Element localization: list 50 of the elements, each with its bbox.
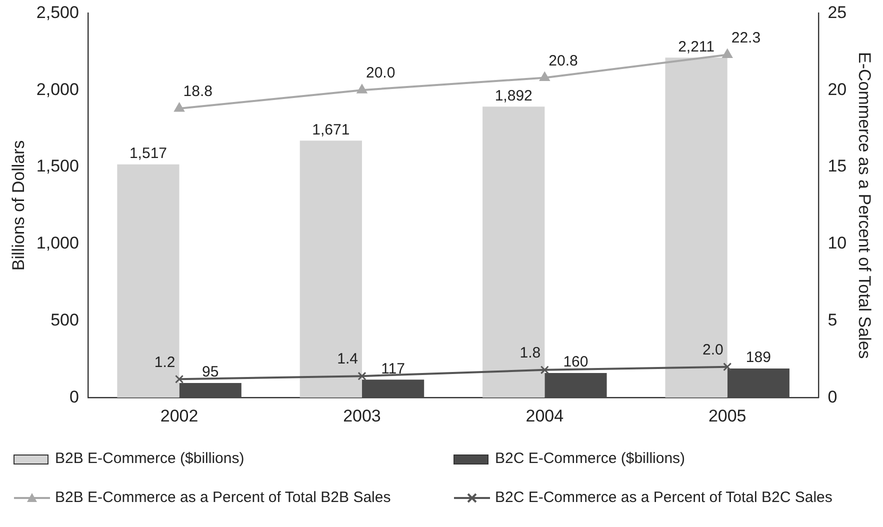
data-label: 95 <box>202 364 219 381</box>
x-tick-label: 2003 <box>343 406 381 426</box>
data-label: 22.3 <box>731 29 761 46</box>
bar <box>300 140 362 398</box>
data-label: 1.2 <box>154 354 176 371</box>
x-tick-label: 2002 <box>160 406 198 426</box>
point <box>358 372 366 380</box>
y2-tick-label: 0 <box>828 387 838 406</box>
y2-tick-label: 20 <box>828 80 847 99</box>
data-label: 1,671 <box>312 121 350 138</box>
data-label: 1,517 <box>129 144 167 162</box>
point <box>174 102 184 112</box>
legend-label: B2C E-Commerce ($billions) <box>495 450 686 467</box>
y-axis-title: Billions of Dollars <box>8 140 28 271</box>
point <box>723 362 732 372</box>
x-tick-label: 2004 <box>526 406 564 426</box>
y2-tick-label: 15 <box>828 156 847 176</box>
bar <box>665 58 728 398</box>
x-tick-label: 2005 <box>708 406 746 426</box>
y-tick-label: 500 <box>50 310 79 330</box>
data-label: 20.0 <box>366 64 396 82</box>
data-label: 2.0 <box>702 341 724 358</box>
y2-axis-title: E-Commerce as a Percent of Total Sales <box>855 52 874 359</box>
data-label: 2,211 <box>678 38 715 56</box>
data-label: 1,892 <box>494 87 532 104</box>
data-label: 1.8 <box>520 344 541 362</box>
data-label: 18.8 <box>183 83 212 100</box>
point <box>175 374 184 384</box>
y-tick-label: 2,000 <box>36 80 79 99</box>
legend-label: B2B E-Commerce ($billions) <box>55 450 244 467</box>
y2-tick-label: 25 <box>828 2 847 22</box>
y-tick-label: 0 <box>69 387 79 406</box>
point <box>540 72 550 82</box>
y-tick-label: 1,500 <box>36 156 79 176</box>
bar <box>117 164 180 398</box>
data-label: 189 <box>746 349 771 366</box>
legend-label: B2C E-Commerce as a Percent of Total B2C Sales <box>495 489 832 506</box>
y-tick-label: 1,000 <box>36 234 79 253</box>
data-label: 160 <box>563 354 588 371</box>
bar <box>482 106 545 398</box>
y-tick-label: 2,500 <box>36 2 79 22</box>
point <box>722 48 732 58</box>
data-label: 1.4 <box>337 350 358 368</box>
data-label: 20.8 <box>548 52 578 70</box>
y2-tick-label: 10 <box>828 234 847 253</box>
legend-label: B2B E-Commerce as a Percent of Total B2B Sales <box>55 489 391 506</box>
point <box>356 84 368 94</box>
y2-tick-label: 5 <box>828 310 838 330</box>
data-label: 117 <box>381 360 405 378</box>
point <box>540 366 549 374</box>
